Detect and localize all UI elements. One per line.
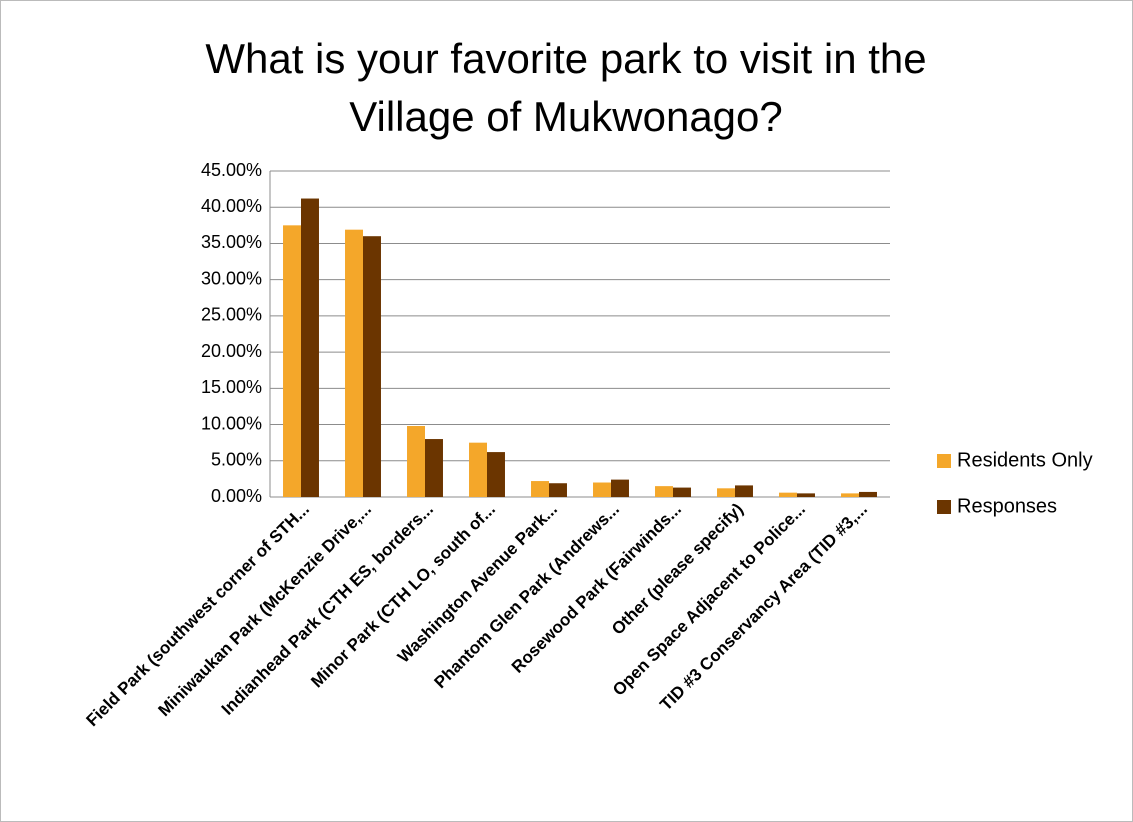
y-tick-label: 35.00% <box>201 232 262 252</box>
bar <box>655 486 673 497</box>
y-tick-label: 40.00% <box>201 196 262 216</box>
bar <box>779 492 797 497</box>
legend-label: Residents Only <box>957 449 1093 471</box>
bar <box>673 487 691 497</box>
bar <box>283 225 301 498</box>
chart-title: What is your favorite park to visit in t… <box>205 35 927 140</box>
y-tick-label: 45.00% <box>201 160 262 180</box>
x-tick-label: Miniwaukan Park (McKenzie Drive,... <box>154 500 375 721</box>
y-tick-label: 10.00% <box>201 413 262 433</box>
bar <box>611 479 629 497</box>
legend-swatch <box>937 500 951 514</box>
y-tick-label: 5.00% <box>211 450 262 470</box>
bar <box>469 442 487 497</box>
legend-swatch <box>937 454 951 468</box>
y-tick-label: 25.00% <box>201 305 262 325</box>
bar <box>797 493 815 497</box>
bar <box>531 481 549 497</box>
y-tick-label: 30.00% <box>201 268 262 288</box>
bar <box>363 236 381 497</box>
bar <box>345 229 363 497</box>
bar <box>301 198 319 498</box>
bar <box>735 485 753 497</box>
bar <box>859 491 877 497</box>
y-tick-label: 15.00% <box>201 377 262 397</box>
bar <box>549 483 567 497</box>
bar <box>407 426 425 497</box>
bar <box>841 493 859 497</box>
bar <box>487 452 505 497</box>
bar <box>425 439 443 497</box>
legend-label: Responses <box>957 495 1057 517</box>
x-tick-label: Field Park (southwest corner of STH... <box>82 500 313 731</box>
y-tick-label: 20.00% <box>201 341 262 361</box>
y-tick-label: 0.00% <box>211 486 262 506</box>
bar <box>717 488 735 497</box>
bar <box>593 482 611 497</box>
